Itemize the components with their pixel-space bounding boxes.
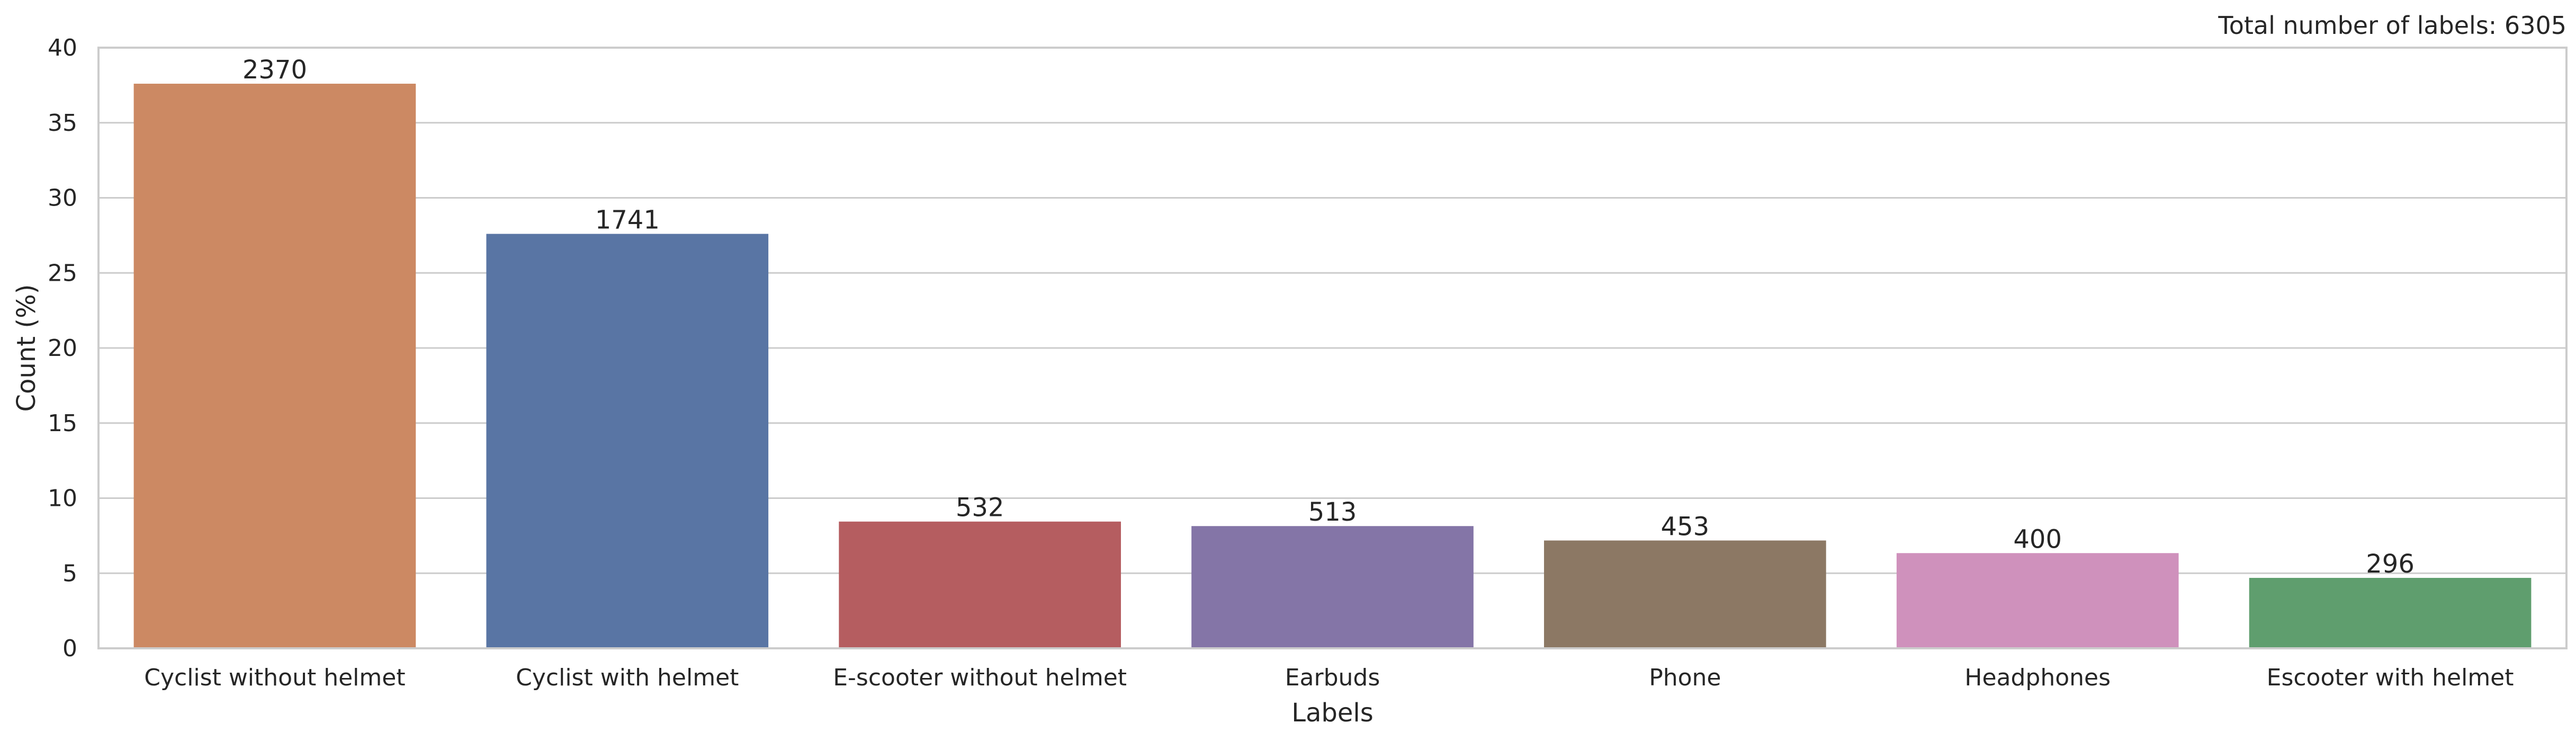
y-tick-labels: 0 5 10 15 20 25 30 35 40 — [48, 34, 77, 662]
x-tick-label: Cyclist without helmet — [144, 664, 405, 691]
x-tick-label: Cyclist with helmet — [516, 664, 739, 691]
bar-value-label: 513 — [1308, 497, 1357, 527]
y-tick-label: 10 — [48, 485, 77, 512]
bar — [133, 84, 416, 648]
y-tick-label: 0 — [62, 635, 77, 662]
x-tick-label: Phone — [1649, 664, 1721, 691]
data-labels: 2370 1741 532 513 453 400 296 — [243, 55, 2415, 579]
y-tick-label: 5 — [62, 560, 77, 587]
bar — [839, 521, 1121, 648]
y-tick-label: 30 — [48, 185, 77, 212]
x-tick-label: Headphones — [1964, 664, 2111, 691]
bar-value-label: 2370 — [243, 55, 307, 85]
bars — [133, 84, 2532, 648]
y-tick-label: 15 — [48, 410, 77, 437]
y-tick-label: 20 — [48, 335, 77, 362]
bar-value-label: 532 — [956, 493, 1004, 523]
bar — [486, 234, 769, 648]
y-tick-label: 35 — [48, 110, 77, 137]
x-axis-title: Labels — [1291, 698, 1374, 728]
y-tick-label: 40 — [48, 34, 77, 61]
x-tick-label: Earbuds — [1285, 664, 1380, 691]
plot-frame — [97, 47, 2568, 649]
x-tick-label: E-scooter without helmet — [833, 664, 1127, 691]
total-labels-annotation: Total number of labels: 6305 — [2218, 11, 2566, 40]
x-tick-label: Escooter with helmet — [2267, 664, 2514, 691]
y-axis-title: Count (%) — [12, 284, 41, 412]
bar — [1896, 553, 2179, 648]
bar — [1191, 526, 1474, 648]
y-tick-label: 25 — [48, 260, 77, 287]
bar-value-label: 1741 — [595, 206, 660, 235]
x-tick-labels: Cyclist without helmet Cyclist with helme… — [144, 664, 2514, 691]
bar-value-label: 400 — [2013, 524, 2062, 554]
bar-value-label: 453 — [1661, 512, 1710, 541]
bar — [1544, 540, 1826, 648]
bar — [2249, 578, 2532, 648]
bar-value-label: 296 — [2366, 549, 2415, 579]
